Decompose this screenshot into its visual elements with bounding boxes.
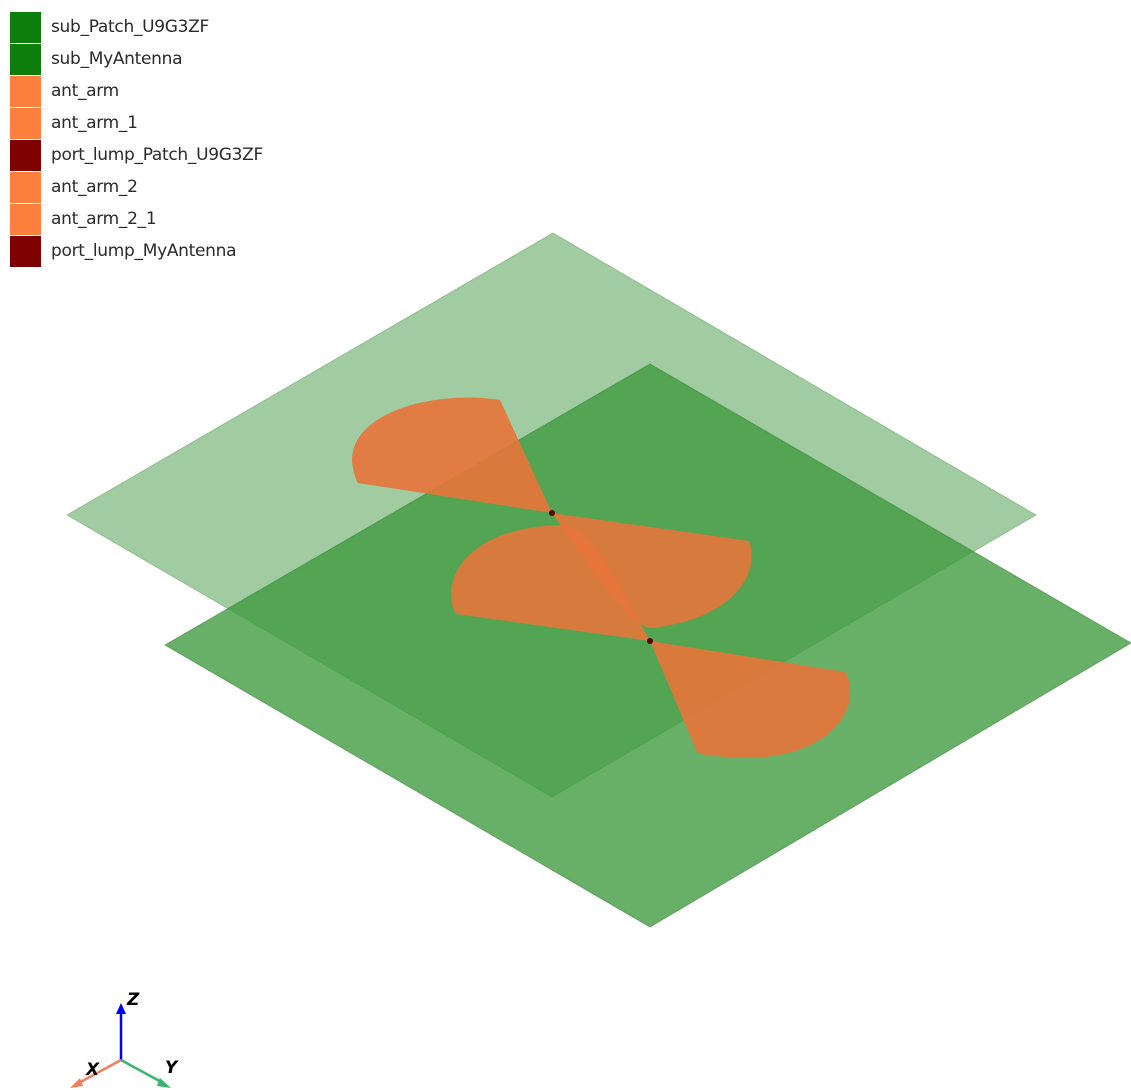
legend-swatch	[10, 11, 41, 43]
legend-label: ant_arm_2	[51, 177, 138, 197]
legend-label: ant_arm_1	[51, 113, 138, 133]
substrate-lower	[164, 363, 1131, 928]
legend-swatch	[10, 235, 41, 267]
legend-item-port-myantenna: port_lump_MyAntenna	[10, 235, 263, 267]
legend-item-ant-arm-2: ant_arm_2	[10, 171, 263, 203]
legend-swatch	[10, 75, 41, 107]
legend-label: port_lump_Patch_U9G3ZF	[51, 145, 263, 165]
legend-item-ant-arm-2-1: ant_arm_2_1	[10, 203, 263, 235]
legend-swatch	[10, 107, 41, 139]
port-lower	[647, 638, 653, 644]
legend-item-sub-patch: sub_Patch_U9G3ZF	[10, 11, 263, 43]
legend-swatch	[10, 171, 41, 203]
legend-label: sub_Patch_U9G3ZF	[51, 17, 209, 37]
legend-swatch	[10, 139, 41, 171]
legend-label: ant_arm	[51, 81, 119, 101]
antenna-arm-lower-right	[650, 641, 851, 759]
legend-item-port-patch: port_lump_Patch_U9G3ZF	[10, 139, 263, 171]
legend-label: ant_arm_2_1	[51, 209, 157, 229]
port-upper	[549, 510, 555, 516]
legend-swatch	[10, 203, 41, 235]
antenna-arm-upper-left	[351, 397, 552, 513]
legend-swatch	[10, 43, 41, 75]
legend: sub_Patch_U9G3ZF sub_MyAntenna ant_arm a…	[10, 11, 263, 267]
legend-label: port_lump_MyAntenna	[51, 241, 237, 261]
legend-label: sub_MyAntenna	[51, 49, 183, 69]
legend-item-ant-arm: ant_arm	[10, 75, 263, 107]
legend-item-ant-arm-1: ant_arm_1	[10, 107, 263, 139]
antenna-arm-upper-right	[552, 513, 752, 628]
legend-item-sub-myantenna: sub_MyAntenna	[10, 43, 263, 75]
antenna-arm-middle-left	[451, 524, 650, 641]
